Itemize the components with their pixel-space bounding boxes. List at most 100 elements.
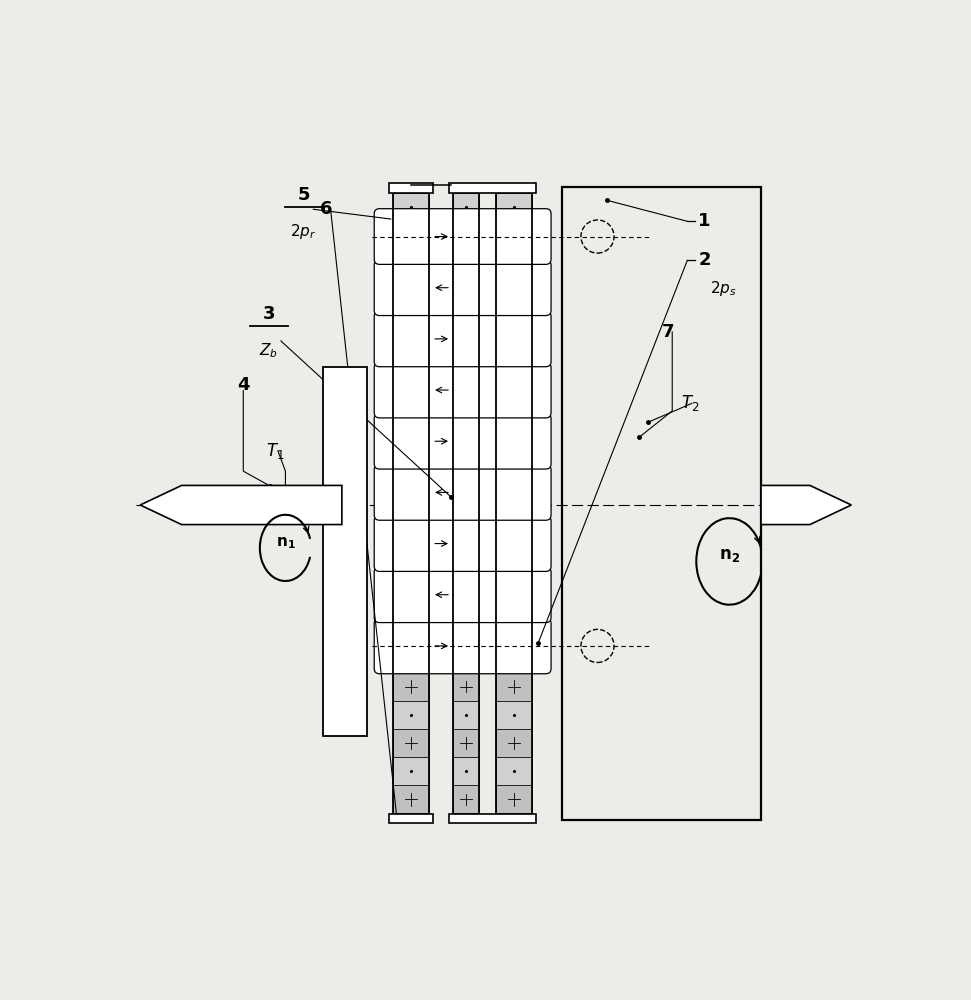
Bar (393, 193, 429, 221)
Bar (450, 814, 536, 823)
Bar (496, 701, 532, 729)
Text: $T_2$: $T_2$ (681, 393, 699, 413)
Bar (323, 367, 367, 736)
Bar (453, 249, 479, 277)
Bar (453, 503, 479, 531)
Bar (453, 588, 479, 616)
Bar (496, 757, 532, 785)
Bar (393, 362, 429, 390)
Bar (496, 193, 532, 814)
Bar (453, 757, 479, 785)
Bar (393, 193, 429, 814)
Text: 5: 5 (297, 186, 310, 204)
Bar (496, 560, 532, 588)
Bar (393, 757, 429, 785)
Bar (453, 390, 479, 418)
Text: $2p_s$: $2p_s$ (710, 279, 737, 298)
Bar (453, 221, 479, 249)
Bar (393, 306, 429, 334)
Bar (393, 418, 429, 447)
Bar (393, 334, 429, 362)
Bar (561, 187, 761, 820)
Bar (393, 729, 429, 757)
Text: $Z_b$: $Z_b$ (259, 341, 279, 360)
Bar (393, 672, 429, 701)
Bar (389, 814, 433, 823)
Bar (453, 729, 479, 757)
Text: 2: 2 (698, 251, 711, 269)
Bar (393, 447, 429, 475)
Bar (453, 306, 479, 334)
Bar (453, 418, 479, 447)
Bar (453, 362, 479, 390)
Bar (496, 418, 532, 447)
Text: $T_1$: $T_1$ (266, 441, 285, 461)
Bar (453, 616, 479, 644)
Bar (496, 306, 532, 334)
Text: 6: 6 (319, 200, 332, 218)
FancyBboxPatch shape (374, 209, 552, 264)
Bar (453, 447, 479, 475)
Text: 7: 7 (661, 323, 674, 341)
Bar (496, 644, 532, 672)
Text: 4: 4 (237, 376, 250, 394)
Bar (496, 193, 532, 221)
Bar (453, 531, 479, 560)
Bar (496, 672, 532, 701)
Bar (496, 249, 532, 277)
Bar (393, 249, 429, 277)
FancyBboxPatch shape (374, 413, 552, 469)
Bar (453, 644, 479, 672)
Bar (496, 277, 532, 306)
Bar (453, 701, 479, 729)
Bar (453, 672, 479, 701)
Bar (393, 616, 429, 644)
Bar (389, 183, 433, 193)
Bar (453, 785, 479, 814)
Bar (453, 277, 479, 306)
Bar (496, 475, 532, 503)
Bar (496, 334, 532, 362)
Bar (453, 193, 479, 814)
FancyBboxPatch shape (374, 311, 552, 367)
Bar (393, 531, 429, 560)
Text: 3: 3 (262, 305, 275, 323)
Polygon shape (140, 485, 342, 525)
Text: $\mathbf{n_2}$: $\mathbf{n_2}$ (719, 546, 740, 564)
FancyBboxPatch shape (374, 618, 552, 674)
Bar (496, 221, 532, 249)
Bar (496, 729, 532, 757)
Bar (393, 644, 429, 672)
FancyBboxPatch shape (374, 362, 552, 418)
Bar (496, 616, 532, 644)
Bar (393, 390, 429, 418)
FancyBboxPatch shape (374, 465, 552, 520)
Text: $2p_r$: $2p_r$ (290, 222, 317, 241)
Bar (393, 701, 429, 729)
Bar (393, 221, 429, 249)
Bar (496, 503, 532, 531)
Bar (496, 785, 532, 814)
Bar (453, 193, 479, 221)
Bar (453, 560, 479, 588)
Bar (393, 277, 429, 306)
Bar (393, 588, 429, 616)
Bar (453, 475, 479, 503)
FancyBboxPatch shape (374, 516, 552, 571)
Bar (393, 785, 429, 814)
Text: $\mathbf{n_1}$: $\mathbf{n_1}$ (276, 536, 295, 551)
Bar (393, 560, 429, 588)
Bar (453, 334, 479, 362)
Bar (496, 362, 532, 390)
Bar (496, 588, 532, 616)
Bar (496, 390, 532, 418)
Bar (393, 475, 429, 503)
Text: 1: 1 (698, 212, 711, 230)
Bar (496, 531, 532, 560)
FancyBboxPatch shape (374, 567, 552, 623)
Bar (393, 503, 429, 531)
Bar (496, 447, 532, 475)
Bar (450, 183, 536, 193)
FancyBboxPatch shape (374, 260, 552, 316)
Polygon shape (761, 485, 852, 525)
